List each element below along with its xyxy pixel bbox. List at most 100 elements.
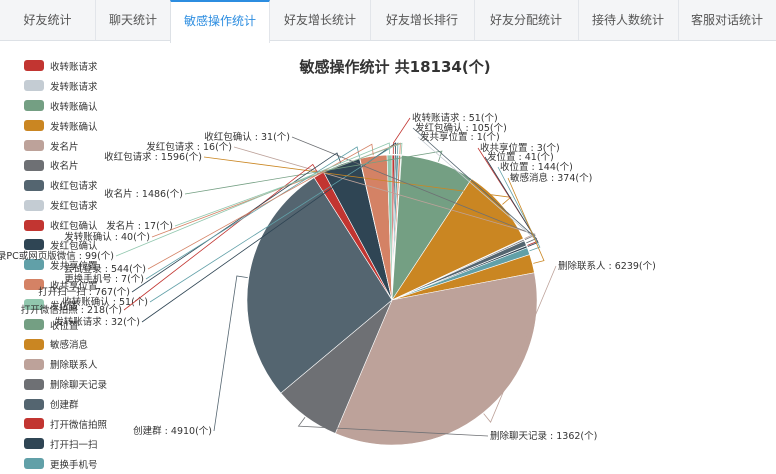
slice-label: 发转账请求 : 32(个) [54,316,140,328]
legend-label: 发位置 [50,300,79,312]
slice-label: 收红包确认 : 31(个) [204,131,290,143]
legend-swatch [24,159,44,171]
legend-item[interactable]: 收名片 [24,155,154,175]
legend-label: 创建群 [50,400,79,412]
label-leader-line [297,417,489,437]
label-leader-line [484,156,539,247]
legend-item[interactable]: 收转账确认 [24,96,154,116]
slice-label: 收名片 : 1486(个) [104,188,183,200]
legend-item[interactable]: 创建群 [24,394,154,414]
legend-swatch [24,418,44,430]
legend-label: 收位置 [50,320,79,332]
label-leader-line [147,143,374,270]
tab-reception-count-stats[interactable]: 接待人数统计 [578,0,679,40]
tab-friend-allocation-stats[interactable]: 好友分配统计 [474,0,579,40]
legend-item[interactable]: 收红包确认 [24,215,154,235]
legend-label: 打开微信拍照 [50,419,108,431]
tab-friend-growth-ranking[interactable]: 好友增长排行 [370,0,475,40]
legend-item[interactable]: 收位置 [24,315,154,335]
legend-label: 发转账请求 [50,81,98,93]
legend-label: 收红包确认 [50,221,98,233]
slice-label: 登录PC或网页版微信 : 99(个) [0,250,114,262]
legend-swatch [24,378,44,390]
label-leader-line [151,142,401,238]
label-leader-line [145,146,360,280]
legend-item[interactable]: 发位置 [24,295,154,315]
legend-item[interactable]: 发红包请求 [24,195,154,215]
legend-item[interactable]: 发共享位置 [24,255,154,275]
legend-swatch [24,438,44,450]
legend-swatch [24,458,44,470]
tab-bar: 好友统计 聊天统计 敏感操作统计 好友增长统计 好友增长排行 好友分配统计 接待… [0,0,776,43]
legend-item[interactable]: 发转账确认 [24,116,154,136]
label-leader-line [483,265,557,423]
legend-item[interactable]: 打开微信拍照 [24,414,154,434]
legend-item[interactable]: 删除联系人 [24,354,154,374]
label-leader-line [233,146,536,239]
legend-item[interactable]: 发名片 [24,136,154,156]
legend-label: 收红包请求 [50,181,98,193]
legend-swatch [24,179,44,191]
slice-label: 创建群 : 4910(个) [133,425,212,437]
slice-label: 收红包请求 : 1596(个) [104,151,202,163]
legend-label: 收转账请求 [50,61,98,73]
slice-label: 收转账请求 : 51(个) [412,112,498,124]
legend-swatch [24,259,44,271]
label-leader-line [291,136,536,241]
tab-service-dialog-stats[interactable]: 客服对话统计 [678,0,776,40]
legend-swatch [24,219,44,231]
label-leader-line [141,142,397,323]
legend-item[interactable]: 更换手机号 [24,454,154,474]
legend-label: 发共享位置 [50,260,98,272]
slice-label: 打开微信拍照 : 218(个) [21,304,122,316]
legend-item[interactable]: 发红包确认 [24,235,154,255]
legend-item[interactable]: 删除聊天记录 [24,374,154,394]
legend-label: 更换手机号 [50,459,98,471]
legend-swatch [24,140,44,151]
legend-item[interactable]: 打开扫一扫 [24,434,154,454]
legend-swatch [24,319,44,331]
legend-swatch [24,120,44,132]
slice-label: 发转账确认 : 40(个) [64,231,150,243]
label-leader-line [174,142,403,227]
slice-label: 发红包请求 : 16(个) [146,141,232,153]
label-leader-line [184,150,443,195]
label-leader-line [213,275,248,432]
slice-label: 删除聊天记录 : 1362(个) [490,430,597,442]
label-leader-line [203,156,512,205]
legend-swatch [24,80,44,92]
slice-label: 尝试登录 : 544(个) [64,263,146,275]
legend-swatch [24,299,44,311]
slice-label: 发共享位置 : 1(个) [420,131,500,143]
legend-label: 删除联系人 [50,360,98,372]
slice-label: 收位置 : 144(个) [500,161,573,173]
label-leader-line [497,166,541,252]
legend-label: 收转账确认 [50,101,98,113]
label-leader-line [392,117,411,155]
legend-swatch [24,358,44,370]
slice-label: 收共享位置 : 3(个) [480,142,560,154]
tab-sensitive-ops-stats[interactable]: 敏感操作统计 [170,0,270,43]
legend-swatch [24,60,44,72]
legend-swatch [24,398,44,410]
tab-friend-growth-stats[interactable]: 好友增长统计 [270,0,371,40]
legend-item[interactable]: 收红包请求 [24,175,154,195]
slice-label: 发位置 : 41(个) [487,151,554,163]
legend-item[interactable]: 收共享位置 [24,275,154,295]
tab-friend-stats[interactable]: 好友统计 [0,0,96,40]
slice-label: 收转账确认 : 51(个) [62,296,148,308]
slice-label: 发红包确认 : 105(个) [415,122,507,134]
legend-item[interactable]: 收转账请求 [24,56,154,76]
legend-item[interactable]: 敏感消息 [24,334,154,354]
legend-label: 发转账确认 [50,121,98,133]
label-leader-line [131,152,342,293]
legend-label: 发名片 [50,141,79,153]
legend-swatch [24,279,44,291]
legend-item[interactable]: 发转账请求 [24,76,154,96]
legend-label: 打开扫一扫 [50,439,98,451]
pie-slice[interactable] [246,177,393,394]
label-leader-line [412,127,538,244]
label-leader-line [123,163,319,311]
legend-swatch [24,199,44,211]
slice-label: 更换手机号 : 7(个) [64,273,144,285]
